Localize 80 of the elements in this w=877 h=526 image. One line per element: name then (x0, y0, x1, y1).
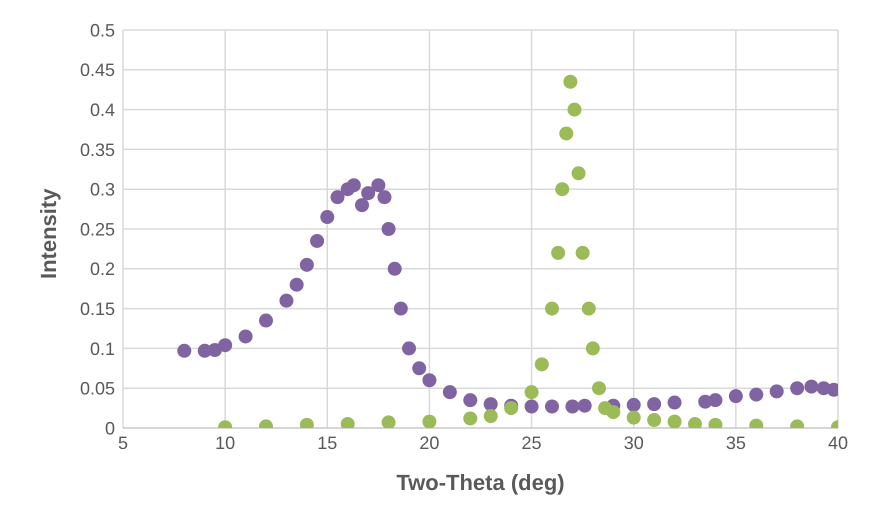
point (394, 302, 408, 316)
point (586, 341, 600, 356)
point (422, 414, 436, 428)
point (559, 126, 574, 140)
point (790, 381, 804, 396)
point (218, 338, 232, 352)
y-tick-label: 0.5 (90, 20, 115, 40)
point (412, 361, 426, 376)
point (804, 380, 818, 394)
point (582, 302, 596, 316)
point (534, 357, 549, 372)
y-tick-label: 0 (104, 418, 115, 438)
point (320, 210, 334, 224)
point (572, 166, 586, 180)
point (402, 341, 416, 356)
point (524, 385, 539, 400)
point (463, 411, 478, 426)
point (524, 400, 539, 414)
point (563, 74, 578, 89)
x-tick-label: 20 (419, 432, 440, 453)
point (388, 262, 402, 276)
point (592, 381, 606, 396)
point (626, 398, 641, 412)
point (576, 246, 590, 260)
y-tick-label: 0.15 (80, 298, 115, 319)
point (504, 401, 518, 416)
point (442, 385, 457, 400)
point (647, 413, 662, 428)
point (749, 388, 764, 402)
y-axis-title: Intensity (36, 188, 61, 279)
point (484, 397, 498, 412)
x-tick-label: 15 (317, 432, 338, 453)
point (361, 186, 376, 200)
x-tick-label: 40 (828, 432, 848, 453)
point (259, 314, 273, 328)
y-tick-label: 0.25 (80, 219, 115, 240)
x-tick-label: 10 (215, 432, 236, 453)
point (484, 409, 498, 424)
point (330, 190, 344, 204)
point (551, 246, 566, 260)
point (382, 415, 396, 428)
x-axis-title: Two-Theta (deg) (396, 470, 565, 495)
point (310, 234, 324, 248)
point (422, 373, 436, 388)
point (346, 178, 361, 192)
x-tick-label: 35 (726, 432, 746, 453)
y-tick-label: 0.45 (80, 60, 115, 80)
point (770, 384, 784, 398)
point (565, 400, 580, 414)
point (290, 278, 304, 292)
point (377, 190, 392, 204)
point (545, 302, 559, 316)
point (647, 397, 662, 412)
y-tick-label: 0.3 (90, 180, 115, 200)
y-tick-label: 0.05 (80, 378, 115, 399)
y-tick-label: 0.2 (90, 259, 115, 280)
y-tick-label: 0.1 (90, 338, 115, 359)
point (463, 393, 478, 408)
point (606, 405, 620, 420)
point (728, 389, 743, 404)
point (371, 178, 386, 192)
point (555, 182, 570, 196)
point (355, 198, 370, 212)
point (300, 258, 314, 272)
point (177, 344, 192, 358)
y-tick-label: 0.35 (80, 140, 115, 160)
point (545, 400, 559, 414)
point (668, 396, 682, 410)
point (382, 222, 396, 236)
point (279, 294, 294, 308)
point (567, 102, 582, 117)
x-tick-label: 30 (624, 432, 644, 453)
x-tick-label: 5 (118, 432, 128, 453)
point (238, 329, 253, 344)
point (578, 398, 592, 413)
x-tick-label: 25 (522, 432, 542, 453)
y-tick-label: 0.4 (90, 100, 115, 120)
point (668, 414, 682, 428)
point (708, 393, 722, 408)
point (626, 410, 641, 425)
